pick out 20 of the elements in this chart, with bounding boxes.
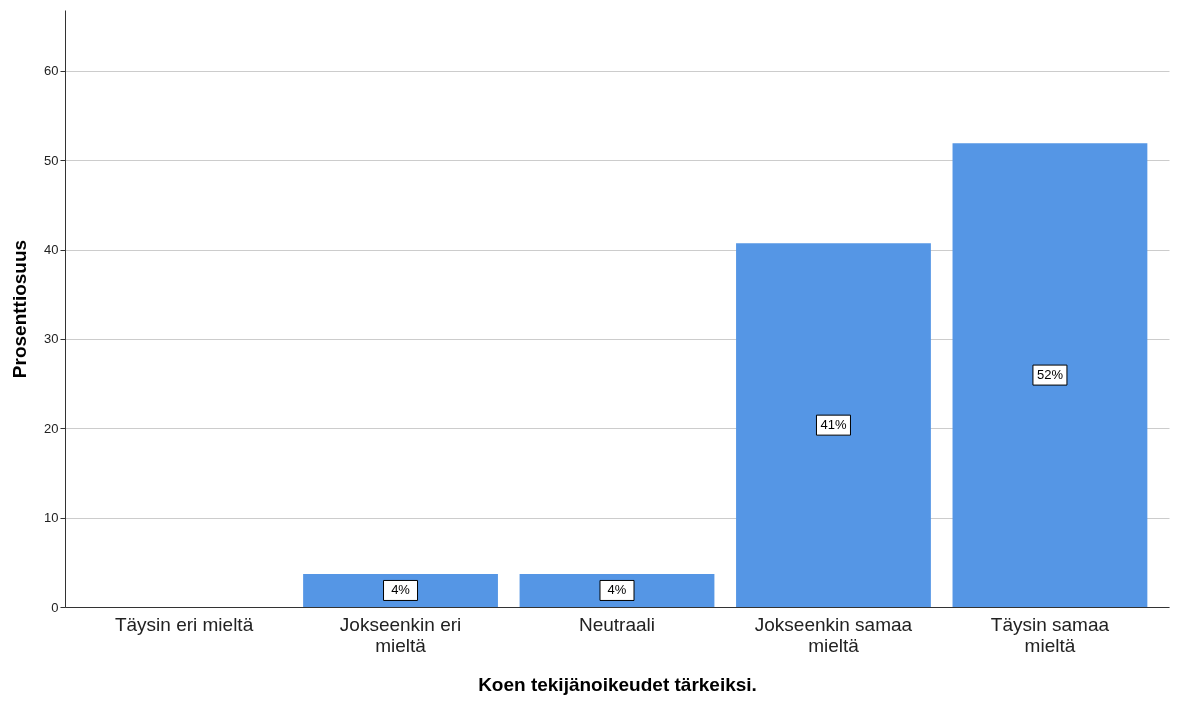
data-label: 4% bbox=[607, 582, 627, 598]
y-axis-title: Prosenttiosuus bbox=[9, 239, 31, 379]
y-tick-label: 60 bbox=[44, 63, 59, 79]
x-tick-label: Täysin eri mieltä bbox=[114, 613, 254, 635]
x-tick-label: Täysin samaa mieltä bbox=[990, 613, 1110, 656]
y-tick-label: 40 bbox=[44, 242, 59, 258]
data-label: 52% bbox=[1036, 367, 1064, 383]
x-axis-title: Koen tekijänoikeudet tärkeiksi. bbox=[478, 673, 757, 695]
y-tick-label: 10 bbox=[44, 510, 59, 526]
x-tick-label: Neutraali bbox=[578, 613, 656, 635]
x-tick-label: Jokseenkin eri mieltä bbox=[339, 613, 462, 656]
data-label: 41% bbox=[820, 417, 847, 433]
data-label: 4% bbox=[391, 582, 411, 598]
y-tick-label: 0 bbox=[51, 599, 59, 615]
x-tick-label: Jokseenkin samaa mieltä bbox=[754, 613, 913, 656]
y-tick-label: 50 bbox=[44, 152, 59, 168]
bar bbox=[736, 243, 931, 607]
y-tick-label: 20 bbox=[44, 420, 59, 436]
bar bbox=[952, 143, 1148, 607]
y-tick-label: 30 bbox=[44, 331, 59, 347]
